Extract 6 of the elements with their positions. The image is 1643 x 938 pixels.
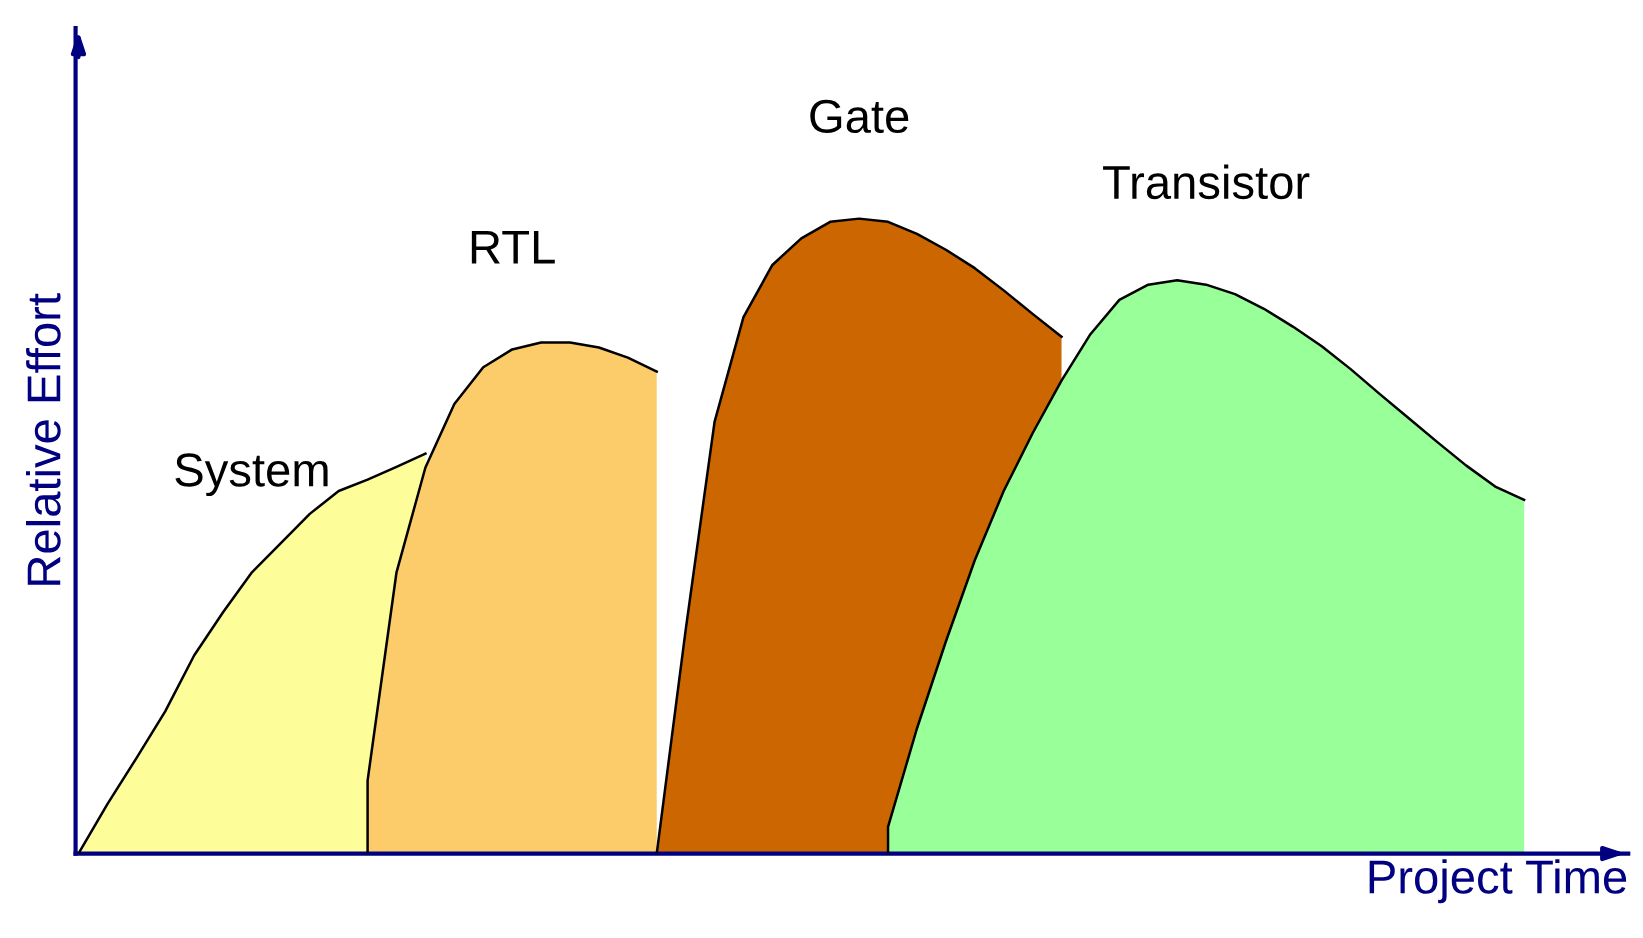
x-axis-title: Project Time	[1369, 859, 1627, 904]
series-label: Gate	[810, 99, 909, 134]
series-label: RTL	[471, 230, 555, 264]
text: Transistor	[1103, 164, 1310, 200]
series-label: System	[175, 453, 328, 497]
y-axis-title: Relative Effort	[26, 293, 61, 585]
